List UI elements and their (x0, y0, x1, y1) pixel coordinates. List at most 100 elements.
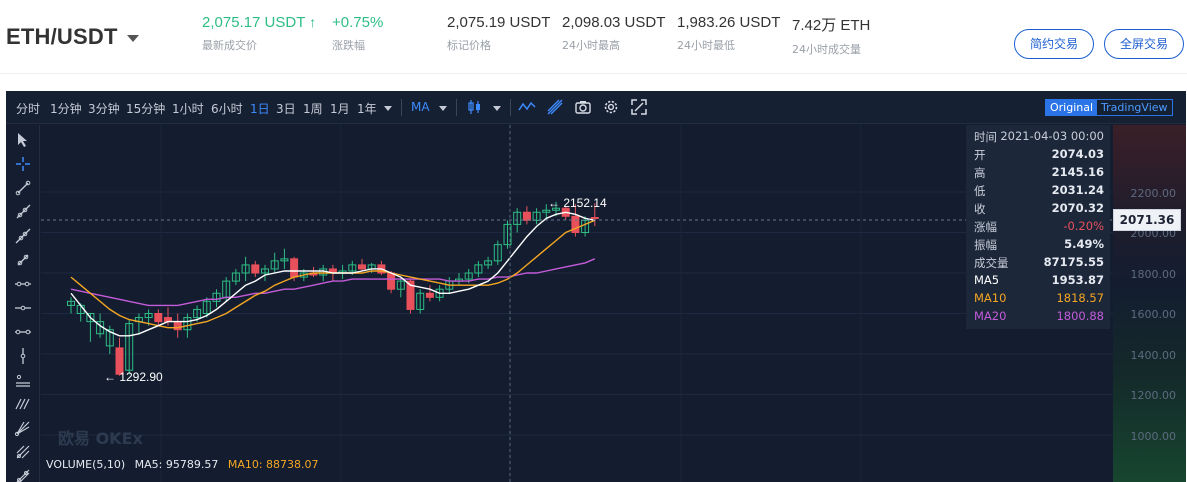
trendline-icon[interactable] (14, 179, 32, 197)
cursor-icon[interactable] (14, 131, 32, 149)
parallel-channel-icon[interactable] (14, 371, 32, 389)
interval-1h[interactable]: 1小时 (172, 102, 204, 116)
change-value: +0.75% (332, 14, 384, 31)
extended-line-icon[interactable] (14, 227, 32, 245)
info-row-low: 低 2031.24 (974, 183, 1104, 199)
interval-3d[interactable]: 3日 (276, 102, 296, 116)
toolbar-divider (456, 99, 457, 116)
interval-1y[interactable]: 1年 (357, 102, 377, 116)
price-tick: 1800.00 (1130, 268, 1177, 281)
info-value: 2021-04-03 00:00 (1000, 129, 1104, 143)
more-intervals-chevron-icon[interactable] (384, 106, 392, 111)
volume-legend: VOLUME(5,10) MA5: 95789.57 MA10: 88738.0… (46, 458, 325, 471)
price-tick: 1000.00 (1130, 430, 1177, 443)
toolbar-divider (510, 99, 511, 116)
horizontal-ray-icon[interactable] (14, 251, 32, 269)
pair-selector[interactable]: ETH/USDT (6, 24, 139, 50)
draw-icon[interactable] (546, 98, 564, 116)
settings-icon[interactable] (602, 98, 620, 116)
info-key: 开 (974, 148, 986, 162)
chevron-down-icon (126, 34, 139, 42)
interval-1d[interactable]: 1日 (250, 102, 270, 116)
camera-icon[interactable] (574, 98, 592, 116)
candle-body (387, 272, 396, 290)
info-value: 2074.03 (1051, 147, 1104, 161)
crosshair-icon[interactable] (14, 155, 32, 173)
candle-body (290, 258, 299, 278)
interval-1w[interactable]: 1周 (303, 102, 323, 116)
interval-3m[interactable]: 3分钟 (88, 102, 120, 116)
stat-mark-price: 2,075.19 USDT 标记价格 (447, 14, 550, 53)
candle-body (299, 272, 308, 278)
candle-body (406, 280, 415, 310)
info-row-ma20: MA20 1800.88 (974, 309, 1104, 323)
high-24h-value: 2,098.03 USDT (562, 14, 666, 31)
ray-icon[interactable] (14, 203, 32, 221)
price-axis[interactable]: 2200.00 2000.00 1800.00 1600.00 1400.00 … (1113, 125, 1186, 482)
info-value: 2031.24 (1051, 183, 1104, 197)
volume-24h-label: 24小时成交量 (792, 43, 861, 56)
interval-6h[interactable]: 6小时 (211, 102, 243, 116)
candle-body (86, 313, 95, 323)
info-value: -0.20% (1063, 219, 1104, 233)
stat-24h-low: 1,983.26 USDT 24小时最低 (677, 14, 780, 53)
price-tick: 2200.00 (1130, 187, 1177, 200)
drawing-toolbar (6, 125, 40, 482)
candle-body (231, 272, 240, 282)
indicator-chevron-icon[interactable] (439, 106, 447, 111)
candle-body (251, 264, 260, 274)
candle-body (105, 329, 114, 347)
volume-title: VOLUME(5,10) (46, 458, 126, 471)
info-key: MA10 (974, 291, 1007, 305)
interval-1mo[interactable]: 1月 (330, 102, 350, 116)
pattern-icon[interactable] (14, 443, 32, 461)
indicator-selector[interactable]: MA (411, 100, 430, 114)
low-24h-label: 24小时最低 (677, 39, 735, 52)
candle-body (484, 260, 493, 266)
last-price-tag: 2071.36 (1113, 209, 1181, 231)
info-key: 收 (974, 202, 986, 216)
measure-icon[interactable] (14, 467, 32, 482)
candle-body (261, 268, 269, 274)
line-icon[interactable] (518, 98, 536, 116)
price-tick: 1400.00 (1130, 349, 1177, 362)
price-line-icon[interactable] (14, 323, 32, 341)
fullscreen-trade-button[interactable]: 全屏交易 (1104, 29, 1184, 59)
simple-trade-button[interactable]: 简约交易 (1014, 29, 1094, 59)
info-key: 振幅 (974, 238, 997, 252)
info-row-open: 开 2074.03 (974, 147, 1104, 163)
interval-timeline[interactable]: 分时 (16, 102, 41, 116)
fib-retracement-icon[interactable] (14, 395, 32, 413)
info-row-time: 时间 2021-04-03 00:00 (974, 129, 1104, 145)
horizontal-segment-icon[interactable] (14, 299, 32, 317)
market-header: ETH/USDT 2,075.17 USDT ↑ 最新成交价 +0.75% 涨跌… (0, 0, 1187, 74)
okex-watermark: 欧易 OKEx (58, 429, 143, 448)
ma5-line (70, 211, 595, 337)
last-price-label: 最新成交价 (202, 39, 257, 52)
tradingview-view-button[interactable]: TradingView (1101, 101, 1168, 114)
fib-fan-icon[interactable] (14, 419, 32, 437)
candle-type-icon[interactable] (466, 98, 484, 116)
info-value: 87175.55 (1043, 255, 1104, 269)
fullscreen-icon[interactable] (630, 98, 648, 116)
chart-grid (41, 125, 1113, 482)
candle-body (464, 272, 473, 280)
moving-averages (70, 211, 596, 337)
arrow-up-icon: ↑ (309, 14, 317, 30)
view-toggle: Original TradingView (1045, 99, 1173, 116)
low-annotation: ← 1292.90 (104, 370, 163, 384)
info-value: 2070.32 (1051, 201, 1104, 215)
candle-type-chevron-icon[interactable] (493, 106, 501, 111)
candle-body (144, 313, 153, 319)
pair-name: ETH/USDT (6, 24, 118, 49)
horizontal-line-icon[interactable] (14, 275, 32, 293)
interval-1m[interactable]: 1分钟 (50, 102, 82, 116)
candle-body (358, 264, 366, 270)
candlestick-chart[interactable]: ← 2152.14 ← 1292.90 (41, 125, 1113, 482)
vertical-line-icon[interactable] (14, 347, 32, 365)
original-view-button[interactable]: Original (1046, 100, 1098, 115)
interval-15m[interactable]: 15分钟 (126, 102, 166, 116)
info-row-volume: 成交量 87175.55 (974, 255, 1104, 271)
candle-body (280, 258, 289, 262)
candle-body (513, 211, 522, 225)
